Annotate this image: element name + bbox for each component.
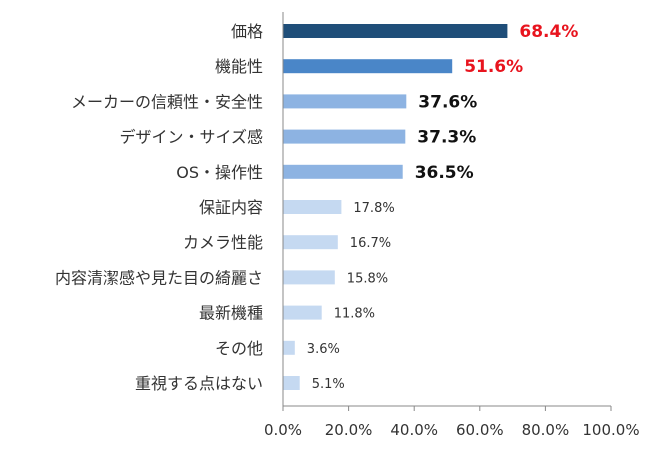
- bar-6: [283, 235, 338, 250]
- category-label-5: 保証内容: [199, 198, 263, 217]
- bar-8: [283, 305, 322, 320]
- category-label-4: OS・操作性: [176, 163, 263, 182]
- category-label-10: 重視する点はない: [135, 374, 263, 393]
- category-label-7: 内容清潔感や見た目の綺麗さ: [55, 268, 263, 287]
- category-label-1: 機能性: [215, 57, 263, 76]
- value-label-9: 3.6%: [307, 342, 340, 357]
- value-label-2: 37.6%: [418, 92, 477, 112]
- x-tick-label-5: 100.0%: [582, 421, 639, 439]
- value-label-4: 36.5%: [415, 163, 474, 183]
- category-label-6: カメラ性能: [183, 233, 263, 252]
- bar-1: [283, 59, 453, 74]
- value-label-0: 68.4%: [519, 22, 578, 42]
- value-label-3: 37.3%: [417, 128, 476, 148]
- x-tick-label-0: 0.0%: [264, 421, 302, 439]
- bar-7: [283, 270, 335, 285]
- value-label-6: 16.7%: [350, 236, 391, 251]
- bar-10: [283, 376, 300, 390]
- value-label-1: 51.6%: [464, 57, 523, 77]
- category-label-8: 最新機種: [199, 304, 263, 323]
- value-labels-group: 68.4% 51.6% 37.6% 37.3% 36.5% 17.8% 16.7% 15.8%…: [307, 22, 579, 392]
- category-label-9: その他: [215, 339, 263, 358]
- value-label-8: 11.8%: [334, 307, 375, 322]
- value-label-5: 17.8%: [353, 201, 394, 216]
- category-label-2: メーカーの信頼性・安全性: [71, 92, 263, 111]
- bar-3: [283, 129, 406, 144]
- bar-5: [283, 200, 342, 214]
- bars-group: [283, 24, 508, 390]
- bar-9: [283, 340, 295, 355]
- x-tick-label-2: 40.0%: [390, 421, 438, 439]
- x-tick-label-1: 20.0%: [325, 421, 373, 439]
- bar-0: [283, 24, 508, 38]
- axes-group: 0.0% 20.0% 40.0% 60.0% 80.0% 100.0%: [264, 12, 640, 439]
- value-label-10: 5.1%: [312, 377, 345, 392]
- bar-2: [283, 94, 407, 109]
- bar-4: [283, 164, 403, 179]
- x-tick-label-4: 80.0%: [522, 421, 570, 439]
- category-label-0: 価格: [231, 22, 263, 41]
- x-tick-label-3: 60.0%: [456, 421, 504, 439]
- category-label-3: デザイン・サイズ感: [119, 128, 263, 147]
- value-label-7: 15.8%: [347, 271, 388, 286]
